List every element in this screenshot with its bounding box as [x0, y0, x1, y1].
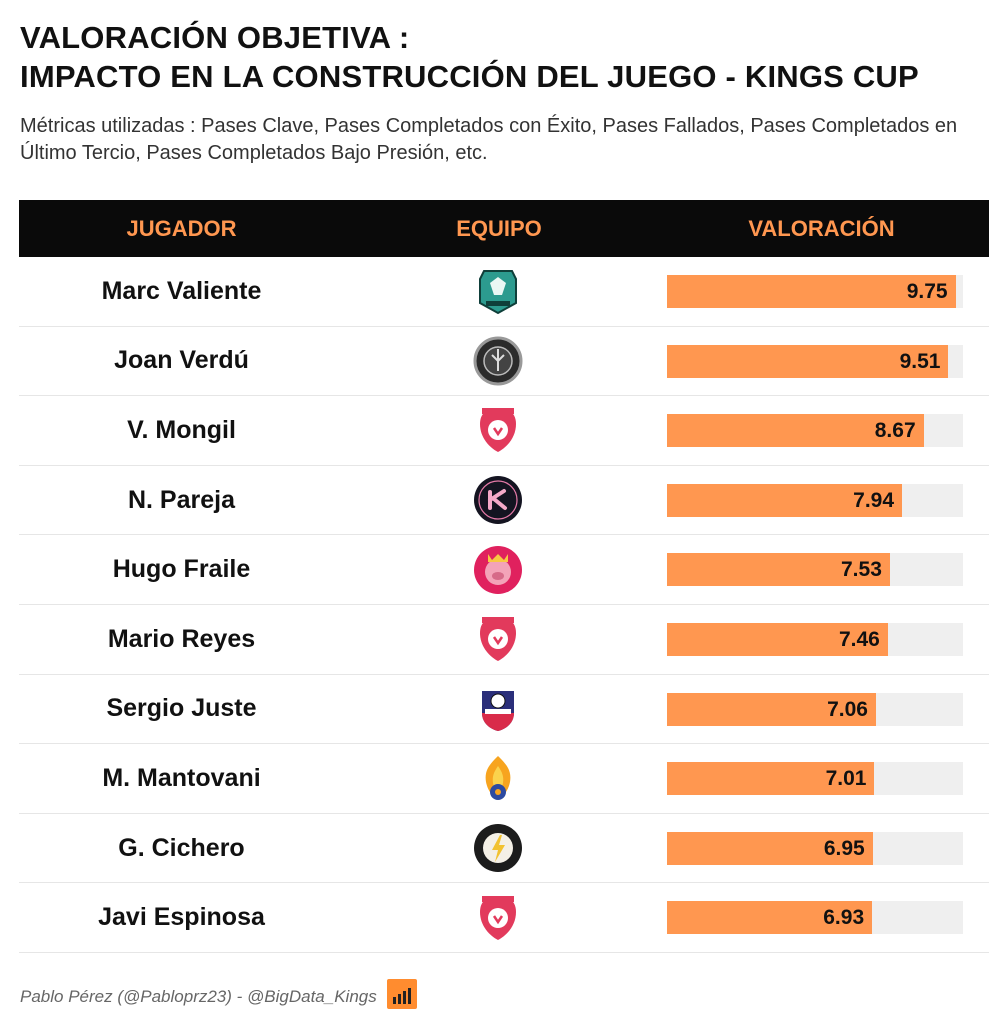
ratings-table: JUGADOR EQUIPO VALORACIÓN Marc Valiente 9… — [19, 200, 989, 953]
bigdata-kings-logo-icon — [386, 979, 417, 1009]
bar-track: 9.51 — [667, 344, 963, 378]
rating-bar: 7.06 — [667, 692, 876, 726]
player-name: Hugo Fraile — [112, 555, 251, 584]
bar-track: 7.94 — [667, 483, 963, 517]
bar-track: 7.06 — [667, 692, 963, 726]
player-name: Javi Espinosa — [98, 903, 265, 932]
bar-track: 7.46 — [667, 622, 963, 656]
rating-value-label: 9.75 — [906, 280, 948, 303]
aniquiladores-logo-icon — [472, 613, 524, 665]
bar-track: 9.75 — [667, 275, 963, 308]
table-row: Marc Valiente 9.75 — [19, 257, 989, 327]
table-row: N. Pareja 7.94 — [19, 466, 989, 536]
table-row: Joan Verdú 9.51 — [19, 327, 989, 397]
bar-track: 8.67 — [667, 414, 963, 448]
player-name: M. Mantovani — [102, 763, 261, 792]
title-line-2: IMPACTO EN LA CONSTRUCCIÓN DEL JUEGO - K… — [20, 59, 919, 94]
saiyans-logo-icon — [472, 752, 524, 804]
footer: Pablo Pérez (@Pabloprz23) - @BigData_Kin… — [20, 979, 417, 1009]
bar-track: 6.93 — [667, 901, 963, 935]
player-name: N. Pareja — [127, 485, 235, 514]
rating-value-label: 7.53 — [841, 558, 882, 582]
table-row: Sergio Juste 7.06 — [19, 675, 989, 745]
player-name: Sergio Juste — [106, 694, 257, 723]
ultimate-mostoles-logo-icon — [472, 335, 524, 387]
table-row: Hugo Fraile 7.53 — [19, 535, 989, 605]
rating-value-label: 7.06 — [827, 697, 868, 721]
kunisports-logo-icon — [472, 474, 524, 526]
player-name: V. Mongil — [127, 415, 236, 444]
rating-value-label: 8.67 — [874, 419, 916, 443]
player-name: Marc Valiente — [101, 276, 262, 305]
rating-bar: 8.67 — [667, 414, 924, 448]
rating-bar: 9.51 — [667, 344, 949, 378]
rating-value-label: 7.46 — [838, 627, 880, 651]
player-name: Joan Verdú — [114, 346, 249, 375]
rating-value-label: 6.95 — [823, 836, 865, 860]
table-row: Javi Espinosa 6.93 — [19, 883, 989, 953]
aniquiladores-logo-icon — [472, 892, 524, 944]
el-barrio-logo-icon — [472, 265, 524, 317]
rating-bar: 7.46 — [667, 622, 888, 656]
table-row: M. Mantovani 7.01 — [19, 744, 989, 814]
chart-title: VALORACIÓN OBJETIVA : IMPACTO EN LA CONS… — [20, 18, 919, 96]
rating-value-label: 7.94 — [853, 488, 895, 512]
rating-value-label: 6.93 — [823, 906, 865, 930]
rating-value-label: 7.01 — [825, 767, 867, 791]
rating-bar: 7.53 — [667, 553, 890, 587]
bar-track: 7.01 — [667, 762, 963, 796]
header-team: EQUIPO — [456, 215, 542, 241]
table-row: G. Cichero 6.95 — [19, 814, 989, 884]
title-line-1: VALORACIÓN OBJETIVA : — [20, 20, 410, 55]
aniquiladores-logo-icon — [472, 404, 524, 456]
rayo-de-barcelona-logo-icon — [472, 822, 524, 874]
jijantes-logo-icon — [472, 683, 524, 735]
rating-value-label: 9.51 — [899, 349, 941, 373]
rating-bar: 7.01 — [667, 762, 875, 796]
table-row: V. Mongil 8.67 — [19, 396, 989, 466]
header-rating: VALORACIÓN — [748, 215, 895, 241]
rating-bar: 9.75 — [667, 275, 956, 308]
player-name: Mario Reyes — [107, 624, 256, 653]
player-name: G. Cichero — [118, 833, 245, 862]
subtitle: Métricas utilizadas : Pases Clave, Pases… — [20, 115, 958, 164]
bar-track: 6.95 — [667, 831, 963, 865]
bar-track: 7.53 — [667, 553, 963, 587]
table-header: JUGADOR EQUIPO VALORACIÓN — [19, 200, 989, 257]
rating-bar: 7.94 — [667, 483, 903, 517]
porcinos-logo-icon — [472, 544, 524, 596]
table-body: Marc Valiente 9.75 Joan Verdú 9.51 V. Mongil… — [19, 257, 989, 953]
rating-bar: 6.95 — [667, 831, 873, 865]
header-player: JUGADOR — [126, 215, 237, 241]
rating-bar: 6.93 — [667, 901, 873, 935]
footer-credit: Pablo Pérez (@Pabloprz23) - @BigData_Kin… — [20, 987, 377, 1006]
table-row: Mario Reyes 7.46 — [19, 605, 989, 675]
